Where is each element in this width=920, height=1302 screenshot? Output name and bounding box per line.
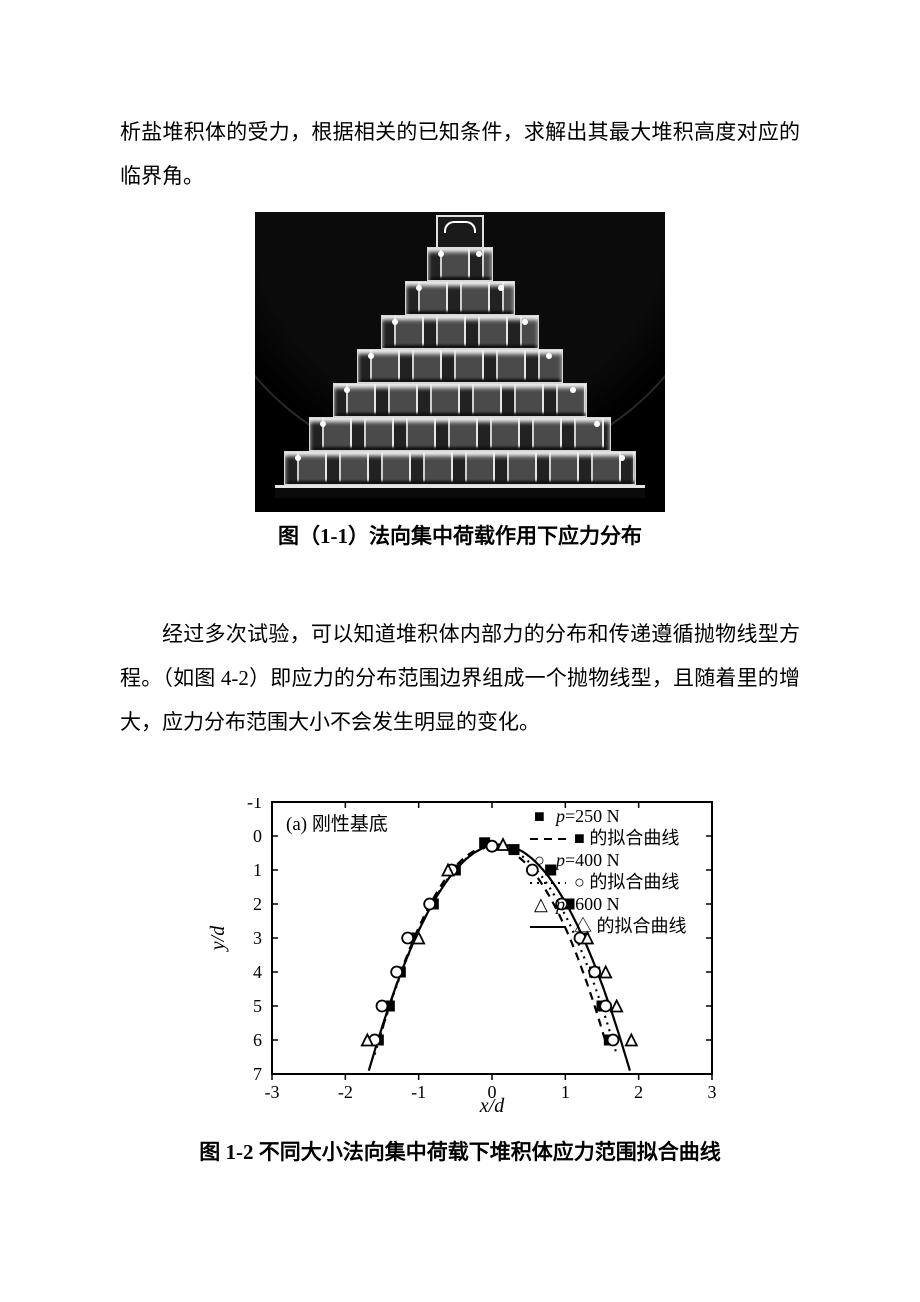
- document-page: 析盐堆积体的受力，根据相关的已知条件，求解出其最大堆积高度对应的临界角。 图（1…: [0, 0, 920, 1302]
- svg-text:3: 3: [253, 928, 262, 948]
- svg-text:y/d: y/d: [207, 925, 229, 952]
- svg-text:-1: -1: [247, 798, 262, 812]
- svg-text:△ 的拟合曲线: △ 的拟合曲线: [574, 916, 687, 936]
- svg-text:2: 2: [253, 894, 262, 914]
- pyramid-step: [284, 451, 636, 485]
- svg-text:○: ○: [534, 850, 545, 870]
- figure-1-1-image: [255, 212, 665, 512]
- pyramid-step: [309, 417, 611, 451]
- pyramid-step: [405, 281, 515, 315]
- svg-text:p=400 N: p=400 N: [554, 850, 620, 870]
- svg-text:p=250 N: p=250 N: [554, 806, 620, 826]
- svg-text:(a) 刚性基底: (a) 刚性基底: [286, 813, 388, 835]
- top-block: [436, 215, 484, 249]
- pyramid-step: [333, 383, 587, 417]
- svg-text:6: 6: [253, 1030, 262, 1050]
- figure-1-1-caption: 图（1-1）法向集中荷载作用下应力分布: [278, 520, 642, 550]
- svg-text:○ 的拟合曲线: ○ 的拟合曲线: [574, 872, 679, 892]
- spacer: [120, 582, 800, 612]
- svg-text:7: 7: [253, 1064, 262, 1084]
- svg-text:-2: -2: [338, 1082, 353, 1102]
- svg-text:5: 5: [253, 996, 262, 1016]
- paragraph-2: 经过多次试验，可以知道堆积体内部力的分布和传递遵循抛物线型方程。（如图 4-2）…: [120, 612, 800, 744]
- paragraph-1: 析盐堆积体的受力，根据相关的已知条件，求解出其最大堆积高度对应的临界角。: [120, 110, 800, 198]
- pyramid-step: [427, 247, 493, 281]
- figure-1-1: 图（1-1）法向集中荷载作用下应力分布: [120, 212, 800, 574]
- svg-text:p=600 N: p=600 N: [554, 894, 620, 914]
- svg-text:1: 1: [253, 860, 262, 880]
- svg-text:■ 的拟合曲线: ■ 的拟合曲线: [574, 828, 679, 848]
- figure-1-2-caption: 图 1-2 不同大小法向集中荷载下堆积体应力范围拟合曲线: [199, 1136, 721, 1166]
- figure-1-2-chart: -3-2-10123-101234567x/dy/d(a) 刚性基底■p=250…: [200, 798, 720, 1118]
- svg-text:3: 3: [708, 1082, 717, 1102]
- svg-text:4: 4: [253, 962, 262, 982]
- svg-text:x/d: x/d: [479, 1095, 505, 1117]
- pyramid-step: [357, 349, 563, 383]
- spacer: [120, 754, 800, 784]
- chart-svg: -3-2-10123-101234567x/dy/d(a) 刚性基底■p=250…: [200, 798, 720, 1118]
- svg-text:-3: -3: [265, 1082, 280, 1102]
- svg-text:2: 2: [634, 1082, 643, 1102]
- svg-text:1: 1: [561, 1082, 570, 1102]
- figure-1-2: -3-2-10123-101234567x/dy/d(a) 刚性基底■p=250…: [120, 798, 800, 1190]
- svg-text:-1: -1: [411, 1082, 426, 1102]
- baseplate: [275, 485, 645, 498]
- svg-text:■: ■: [534, 806, 545, 826]
- svg-text:△: △: [534, 894, 548, 914]
- step-pyramid: [275, 215, 645, 498]
- svg-text:0: 0: [253, 826, 262, 846]
- pyramid-step: [381, 315, 539, 349]
